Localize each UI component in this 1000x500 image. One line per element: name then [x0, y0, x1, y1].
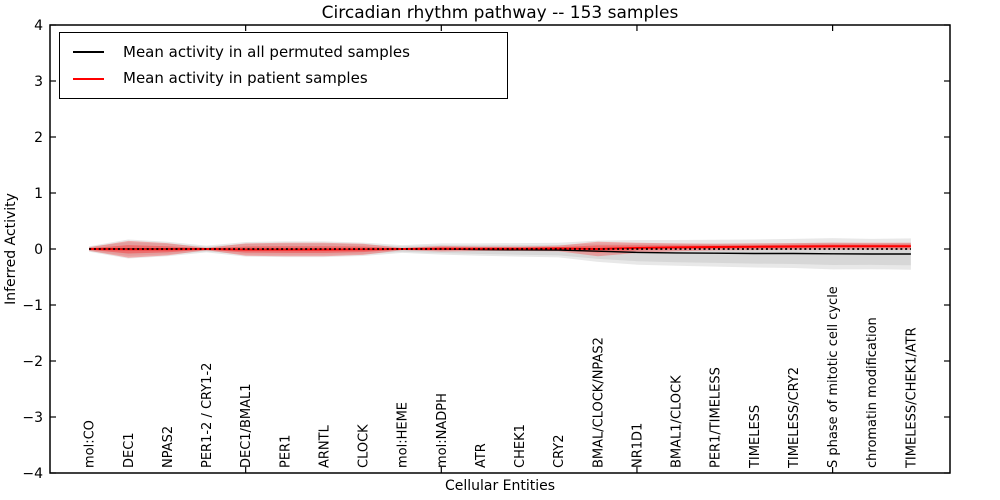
y-tick-label: 2	[34, 130, 43, 146]
y-tick-label: −4	[22, 466, 43, 482]
x-tick-label: PER1-2 / CRY1-2	[200, 363, 215, 468]
x-tick-label: CLOCK	[357, 424, 372, 468]
x-tick-label: PER1/TIMELESS	[709, 367, 724, 468]
legend-line-patient-swatch	[73, 77, 104, 80]
x-tick-label: PER1	[278, 435, 293, 468]
x-tick-label: CRY2	[552, 435, 567, 469]
x-tick-label: S phase of mitotic cell cycle	[826, 286, 841, 468]
x-tick-label: BMAL1/CLOCK	[670, 375, 685, 468]
patient-mean-line	[89, 245, 911, 251]
y-tick-label: 3	[34, 74, 43, 90]
chart-title: Circadian rhythm pathway -- 153 samples	[321, 3, 679, 23]
legend-line-permuted-swatch	[73, 51, 104, 54]
x-tick-label: mol:HEME	[396, 402, 411, 468]
x-tick-label: NPAS2	[161, 426, 176, 468]
y-tick-label: 0	[34, 242, 43, 258]
x-tick-label: TIMELESS/CRY2	[787, 367, 802, 469]
x-tick-label: BMAL/CLOCK/NPAS2	[591, 337, 606, 468]
x-tick-label: TIMELESS/CHEK1/ATR	[904, 327, 919, 469]
y-axis-label: Inferred Activity	[3, 193, 19, 305]
permuted-band-outer	[89, 238, 911, 270]
legend-label-patient: Mean activity in patient samples	[123, 69, 368, 88]
x-axis-label: Cellular Entities	[444, 478, 556, 494]
x-tick-label: ATR	[474, 443, 489, 468]
y-tick-label: 4	[34, 18, 43, 34]
x-tick-label: NR1D1	[630, 423, 645, 468]
x-tick-label: DEC1/BMAL1	[239, 384, 254, 469]
x-tick-label: TIMELESS	[748, 405, 763, 469]
legend-label-permuted: Mean activity in all permuted samples	[123, 42, 410, 61]
y-tick-label: −1	[22, 298, 43, 314]
y-tick-label: −3	[22, 410, 43, 426]
x-tick-label: mol:NADPH	[435, 393, 450, 468]
legend-entry-permuted: Mean activity in all permuted samples	[73, 42, 507, 61]
x-tick-label: mol:CO	[83, 420, 98, 468]
x-tick-label: DEC1	[122, 432, 137, 468]
legend-entry-patient: Mean activity in patient samples	[73, 71, 507, 86]
x-tick-label: CHEK1	[513, 424, 528, 468]
x-tick-label: ARNTL	[317, 424, 332, 468]
y-tick-label: −2	[22, 354, 43, 370]
y-tick-label: 1	[34, 186, 43, 202]
x-tick-label: chromatin modification	[865, 317, 880, 468]
legend: Mean activity in all permuted samples Me…	[59, 32, 508, 99]
